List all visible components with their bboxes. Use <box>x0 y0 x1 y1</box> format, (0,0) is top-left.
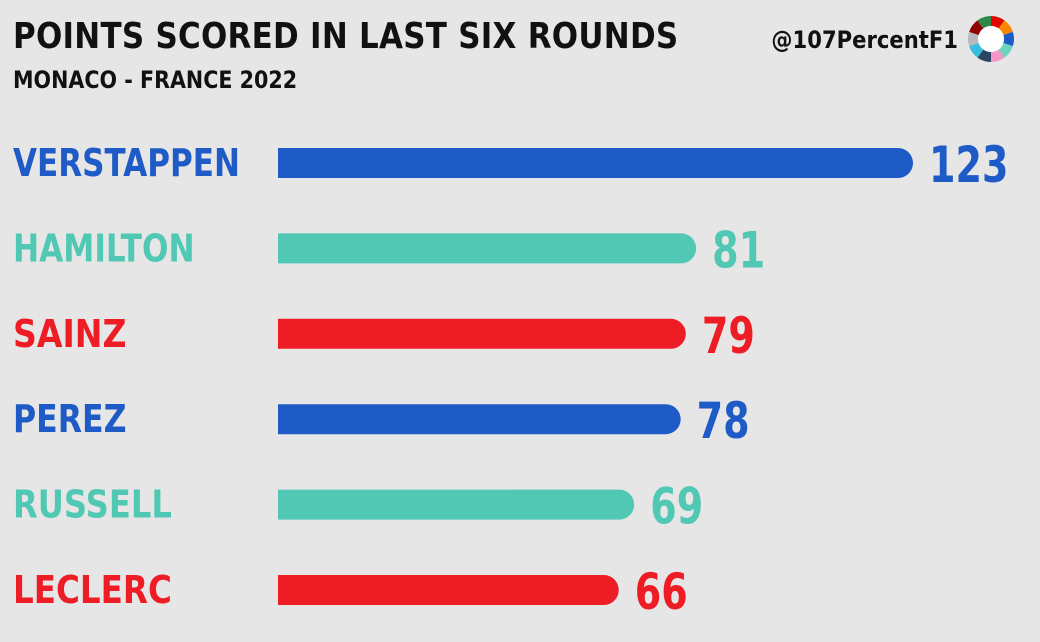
bar-verstappen <box>278 148 913 178</box>
page-subtitle: MONACO - FRANCE 2022 <box>13 66 298 94</box>
logo-segment <box>969 20 984 35</box>
value-label-sainz: 79 <box>702 307 755 365</box>
bar-perez <box>278 404 681 435</box>
driver-label-sainz: SAINZ <box>13 312 127 356</box>
logo-center <box>978 26 1004 52</box>
driver-label-hamilton: HAMILTON <box>13 226 195 270</box>
logo-segment <box>1003 31 1014 47</box>
donut-logo-icon <box>968 16 1014 62</box>
page-title: POINTS SCORED IN LAST SIX ROUNDS <box>13 16 679 57</box>
value-label-russell: 69 <box>650 478 703 536</box>
driver-label-leclerc: LECLERC <box>13 568 172 612</box>
logo-segment <box>991 16 1005 29</box>
value-label-verstappen: 123 <box>929 136 1009 194</box>
logo-segment <box>991 49 1005 62</box>
driver-label-russell: RUSSELL <box>13 483 172 527</box>
bar-sainz <box>278 318 686 349</box>
driver-label-verstappen: VERSTAPPEN <box>13 141 240 185</box>
logo-segment <box>977 16 991 29</box>
driver-label-perez: PEREZ <box>13 397 127 441</box>
logo-segment <box>969 43 984 58</box>
bar-hamilton <box>278 233 697 264</box>
logo-segment <box>998 43 1013 58</box>
value-label-hamilton: 81 <box>712 221 765 279</box>
social-handle[interactable]: @107PercentF1 <box>771 26 958 54</box>
bar-leclerc <box>278 575 619 605</box>
logo-segment <box>968 31 979 47</box>
logo-segment <box>998 20 1013 35</box>
logo-segment <box>977 49 991 62</box>
value-label-leclerc: 66 <box>635 563 688 621</box>
bar-russell <box>278 489 635 520</box>
value-label-perez: 78 <box>697 392 750 450</box>
